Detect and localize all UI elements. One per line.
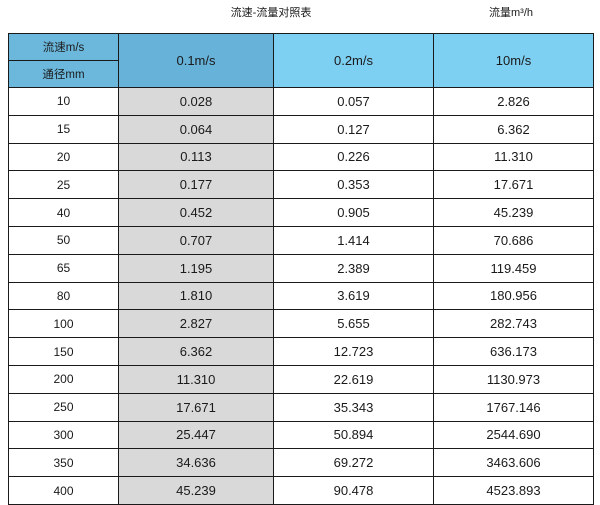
cell-dn: 300 <box>8 420 119 450</box>
cell-v1: 1.810 <box>118 281 274 311</box>
column-header-1: 0.2m/s <box>273 33 434 88</box>
cell-dn: 100 <box>8 309 119 339</box>
cell-v1: 0.452 <box>118 198 274 227</box>
cell-v3: 636.173 <box>433 337 594 366</box>
cell-v3: 17.671 <box>433 170 594 200</box>
cell-dn: 65 <box>8 253 119 283</box>
cell-v3: 1130.973 <box>433 364 594 394</box>
captions-row: 流速-流量对照表 流量m³/h <box>0 0 600 32</box>
table-row: 100 2.827 5.655 282.743 <box>8 309 594 339</box>
cell-dn: 400 <box>8 476 119 505</box>
table-row: 20 0.113 0.226 11.310 <box>8 142 594 172</box>
cell-dn: 20 <box>8 142 119 172</box>
cell-v3: 70.686 <box>433 225 594 255</box>
cell-v2: 0.226 <box>273 142 434 172</box>
cell-v3: 2544.690 <box>433 420 594 450</box>
cell-dn: 250 <box>8 392 119 422</box>
table-body: 10 0.028 0.057 2.826 15 0.064 0.127 6.36… <box>8 87 594 505</box>
cell-v1: 25.447 <box>118 420 274 450</box>
chart-title: 流速-流量对照表 <box>230 7 312 19</box>
cell-dn: 10 <box>8 87 119 116</box>
cell-v3: 119.459 <box>433 253 594 283</box>
cell-v2: 5.655 <box>273 309 434 339</box>
table-row: 65 1.195 2.389 119.459 <box>8 253 594 283</box>
cell-v1: 0.177 <box>118 170 274 200</box>
cell-v1: 0.113 <box>118 142 274 172</box>
column-header-0: 0.1m/s <box>118 33 274 88</box>
cell-v1: 17.671 <box>118 392 274 422</box>
cell-dn: 25 <box>8 170 119 200</box>
cell-v3: 4523.893 <box>433 476 594 505</box>
cell-dn: 80 <box>8 281 119 311</box>
cell-dn: 15 <box>8 114 119 144</box>
table-row: 25 0.177 0.353 17.671 <box>8 170 594 200</box>
cell-v1: 0.707 <box>118 225 274 255</box>
cell-dn: 40 <box>8 198 119 227</box>
table-row: 10 0.028 0.057 2.826 <box>8 87 594 116</box>
cell-v3: 2.826 <box>433 87 594 116</box>
table-row: 200 11.310 22.619 1130.973 <box>8 364 594 394</box>
cell-dn: 200 <box>8 364 119 394</box>
cell-v3: 3463.606 <box>433 448 594 478</box>
cell-v1: 2.827 <box>118 309 274 339</box>
flow-unit-label: 流量m³/h <box>489 7 533 19</box>
cell-dn: 50 <box>8 225 119 255</box>
cell-v1: 45.239 <box>118 476 274 505</box>
cell-v3: 45.239 <box>433 198 594 227</box>
cell-v2: 1.414 <box>273 225 434 255</box>
cell-v3: 180.956 <box>433 281 594 311</box>
cell-v2: 2.389 <box>273 253 434 283</box>
cell-dn: 350 <box>8 448 119 478</box>
cell-v3: 1767.146 <box>433 392 594 422</box>
cell-v1: 34.636 <box>118 448 274 478</box>
cell-v1: 11.310 <box>118 364 274 394</box>
table-row: 250 17.671 35.343 1767.146 <box>8 392 594 422</box>
cell-v2: 12.723 <box>273 337 434 366</box>
cell-v1: 0.064 <box>118 114 274 144</box>
cell-v3: 6.362 <box>433 114 594 144</box>
table-row: 150 6.362 12.723 636.173 <box>8 337 594 366</box>
corner-header-diameter: 通径mm <box>8 60 119 88</box>
flow-table-container: 流速m/s 0.1m/s 0.2m/s 10m/s 通径mm 10 0.028 … <box>8 33 594 505</box>
table-row: 80 1.810 3.619 180.956 <box>8 281 594 311</box>
cell-v3: 11.310 <box>433 142 594 172</box>
cell-dn: 150 <box>8 337 119 366</box>
cell-v2: 90.478 <box>273 476 434 505</box>
flow-rate-table: 流速m/s 0.1m/s 0.2m/s 10m/s 通径mm 10 0.028 … <box>8 33 594 505</box>
table-row: 15 0.064 0.127 6.362 <box>8 114 594 144</box>
table-row: 400 45.239 90.478 4523.893 <box>8 476 594 505</box>
cell-v1: 0.028 <box>118 87 274 116</box>
cell-v2: 35.343 <box>273 392 434 422</box>
cell-v2: 50.894 <box>273 420 434 450</box>
table-row: 50 0.707 1.414 70.686 <box>8 225 594 255</box>
table-row: 300 25.447 50.894 2544.690 <box>8 420 594 450</box>
table-header: 流速m/s 0.1m/s 0.2m/s 10m/s 通径mm <box>8 33 594 88</box>
cell-v1: 6.362 <box>118 337 274 366</box>
cell-v2: 0.905 <box>273 198 434 227</box>
cell-v1: 1.195 <box>118 253 274 283</box>
table-header-row-bottom: 通径mm <box>8 60 594 88</box>
cell-v2: 0.127 <box>273 114 434 144</box>
cell-v3: 282.743 <box>433 309 594 339</box>
cell-v2: 69.272 <box>273 448 434 478</box>
table-row: 40 0.452 0.905 45.239 <box>8 198 594 227</box>
corner-header-velocity: 流速m/s <box>8 33 119 61</box>
column-header-2: 10m/s <box>433 33 594 88</box>
cell-v2: 3.619 <box>273 281 434 311</box>
table-header-row-top: 流速m/s 0.1m/s 0.2m/s 10m/s <box>8 33 594 88</box>
table-row: 350 34.636 69.272 3463.606 <box>8 448 594 478</box>
cell-v2: 0.057 <box>273 87 434 116</box>
cell-v2: 0.353 <box>273 170 434 200</box>
cell-v2: 22.619 <box>273 364 434 394</box>
